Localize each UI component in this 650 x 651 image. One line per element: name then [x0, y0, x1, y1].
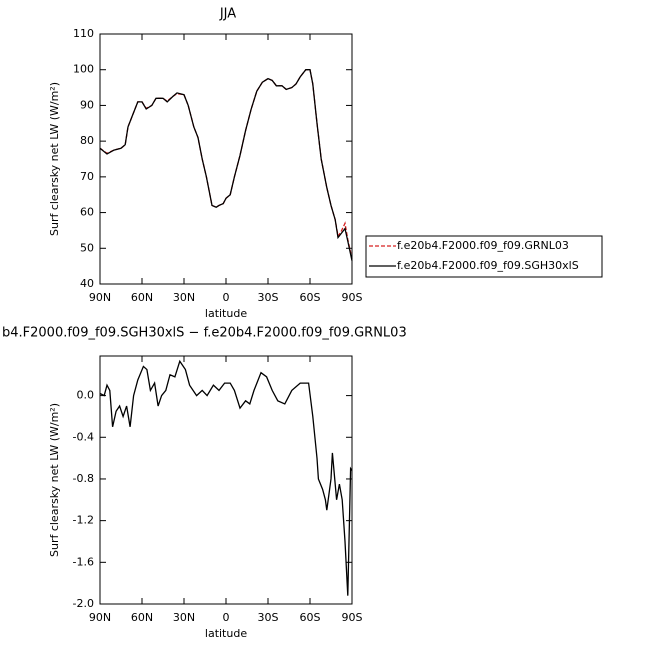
x-tick-label: 30N — [173, 291, 195, 304]
x-tick-label: 60S — [300, 291, 321, 304]
chart-title: b4.F2000.f09_f09.SGH30xlS − f.e20b4.F200… — [2, 326, 407, 341]
data-line — [99, 359, 353, 596]
y-tick-label: -0.4 — [73, 430, 94, 443]
y-tick-label: -1.2 — [73, 514, 94, 527]
y-tick-label: 90 — [80, 98, 94, 111]
x-axis-label: latitude — [205, 627, 247, 640]
x-tick-label: 30S — [258, 611, 279, 624]
x-tick-label: 90N — [89, 611, 111, 624]
x-tick-label: 90S — [342, 611, 363, 624]
legend-box — [365, 235, 603, 278]
x-tick-label: 90N — [89, 291, 111, 304]
x-tick-label: 30S — [258, 291, 279, 304]
y-tick-label: 80 — [80, 134, 94, 147]
y-tick-label: -1.6 — [73, 555, 94, 568]
legend-label: f.e20b4.F2000.f09_f09.SGH30xlS — [397, 259, 579, 272]
x-axis-label: latitude — [205, 307, 247, 320]
y-tick-label: 0.0 — [77, 389, 95, 402]
data-line — [99, 69, 353, 261]
y-tick-label: 110 — [73, 27, 94, 40]
chart-title: JJA — [219, 7, 236, 22]
y-axis-label: Surf clearsky net LW (W/m²) — [48, 82, 61, 236]
x-tick-label: 60S — [300, 611, 321, 624]
legend-label: f.e20b4.F2000.f09_f09.GRNL03 — [397, 239, 569, 252]
x-tick-label: 0 — [223, 291, 230, 304]
y-tick-label: 40 — [80, 277, 94, 290]
y-tick-label: -0.8 — [73, 472, 94, 485]
x-tick-label: 60N — [131, 611, 153, 624]
y-tick-label: 50 — [80, 241, 94, 254]
plot-frame — [99, 355, 353, 605]
plot-frame — [99, 33, 353, 285]
y-tick-label: 70 — [80, 170, 94, 183]
y-tick-label: 60 — [80, 206, 94, 219]
x-tick-label: 60N — [131, 291, 153, 304]
legend: f.e20b4.F2000.f09_f09.GRNL03 f.e20b4.F200… — [365, 235, 603, 278]
y-tick-label: -2.0 — [73, 597, 94, 610]
y-tick-label: 100 — [73, 63, 94, 76]
x-tick-label: 30N — [173, 611, 195, 624]
x-tick-label: 90S — [342, 291, 363, 304]
y-axis-label: Surf clearsky net LW (W/m²) — [48, 403, 61, 557]
x-tick-label: 0 — [223, 611, 230, 624]
